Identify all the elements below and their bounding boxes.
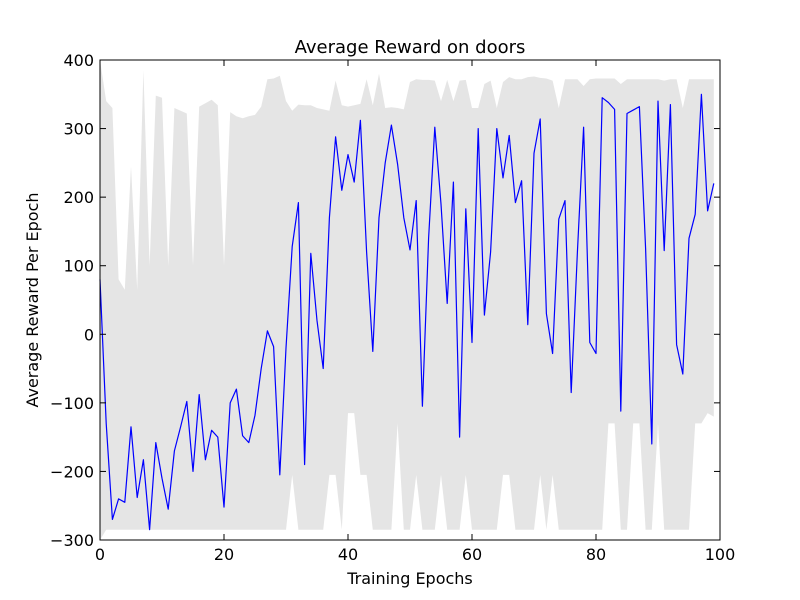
x-tick-label: 80 <box>586 545 606 564</box>
reward-line <box>99 93 715 531</box>
y-tick-label: 200 <box>63 188 94 207</box>
x-tick-label: 40 <box>338 545 358 564</box>
x-axis-label: Training Epochs <box>346 569 473 588</box>
x-tick-label: 60 <box>462 545 482 564</box>
y-tick-label: 400 <box>63 51 94 70</box>
x-tick-label: 0 <box>95 545 105 564</box>
y-axis-label: Average Reward Per Epoch <box>23 192 42 407</box>
chart-title: Average Reward on doors <box>295 37 526 58</box>
x-tick-label: 100 <box>705 545 736 564</box>
plot-area <box>99 60 715 540</box>
y-tick-label: 300 <box>63 120 94 139</box>
y-tick-label: −300 <box>50 531 94 550</box>
y-tick-label: 0 <box>84 325 94 344</box>
y-tick-label: −200 <box>50 462 94 481</box>
x-tick-label: 20 <box>214 545 234 564</box>
ticks: 0 20 40 60 80 100 −300 −200 −100 0 100 200 300 400 <box>50 51 735 564</box>
y-tick-label: −100 <box>50 394 94 413</box>
axes-frame <box>99 59 721 541</box>
y-tick-label: 100 <box>63 257 94 276</box>
